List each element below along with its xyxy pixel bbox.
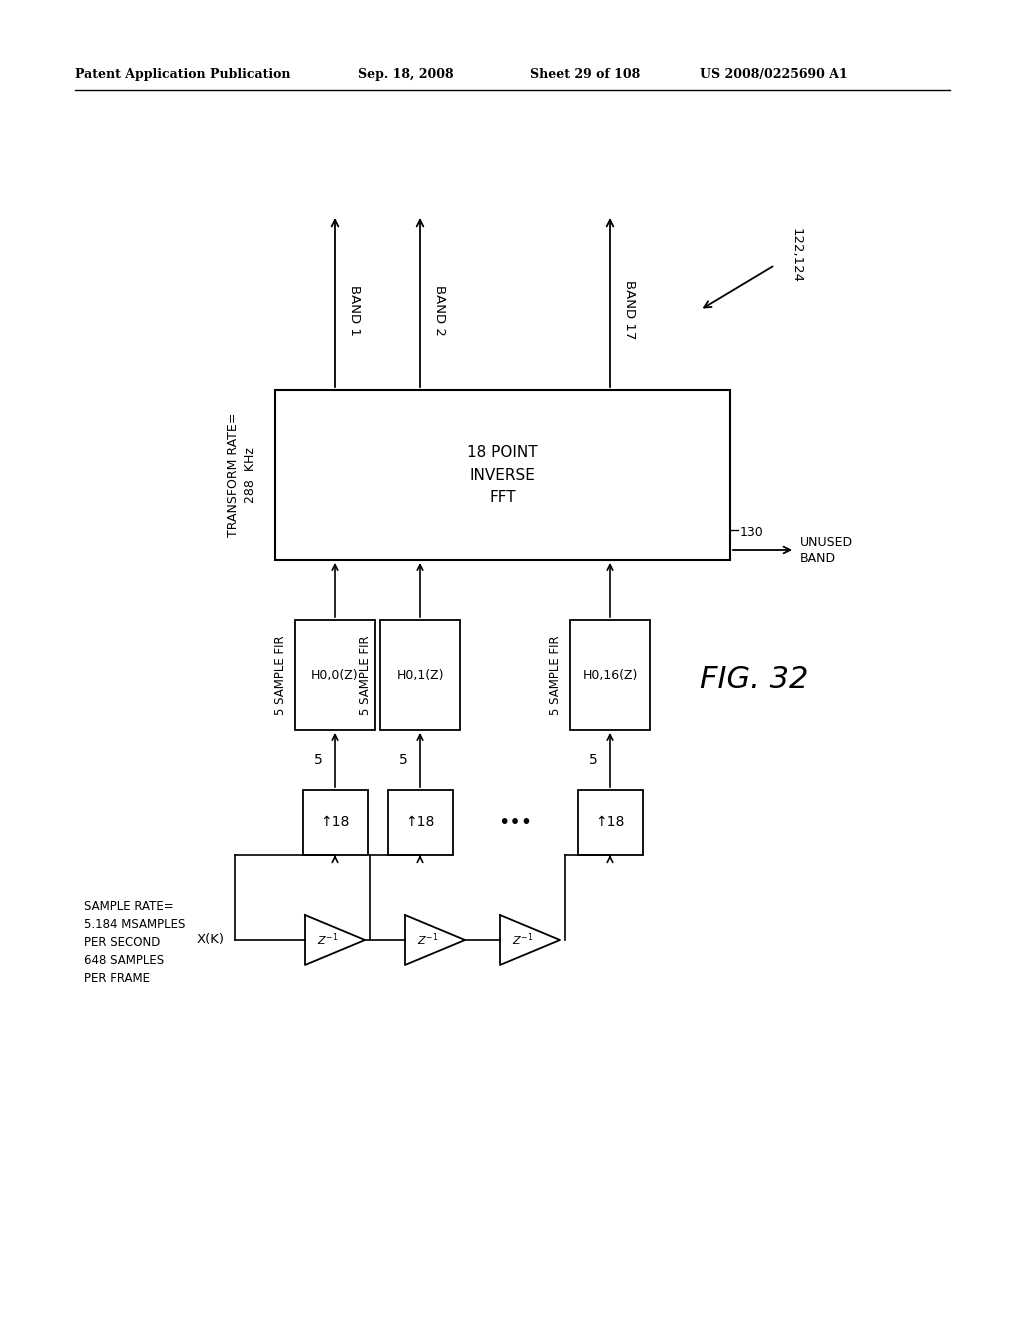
Text: ↑18: ↑18 — [595, 816, 625, 829]
Text: 5: 5 — [399, 752, 408, 767]
Text: BAND 1: BAND 1 — [348, 285, 361, 335]
Text: ↑18: ↑18 — [321, 816, 349, 829]
Text: 5 SAMPLE FIR: 5 SAMPLE FIR — [274, 635, 287, 715]
Text: BAND 2: BAND 2 — [433, 285, 446, 335]
Text: $Z^{-1}$: $Z^{-1}$ — [512, 932, 534, 948]
Text: ↑18: ↑18 — [406, 816, 434, 829]
Text: H0,0(Z): H0,0(Z) — [311, 668, 358, 681]
Bar — [578, 789, 642, 855]
Text: 130: 130 — [740, 525, 764, 539]
Text: Sep. 18, 2008: Sep. 18, 2008 — [358, 69, 454, 81]
Text: $Z^{-1}$: $Z^{-1}$ — [316, 932, 338, 948]
Text: 122,124: 122,124 — [790, 227, 803, 282]
Text: 5: 5 — [314, 752, 323, 767]
Text: 5 SAMPLE FIR: 5 SAMPLE FIR — [359, 635, 372, 715]
Bar — [380, 620, 460, 730]
Text: BAND 17: BAND 17 — [623, 280, 636, 339]
Text: FIG. 32: FIG. 32 — [700, 665, 808, 694]
Text: •••: ••• — [498, 813, 532, 832]
Text: 18 POINT
INVERSE
FFT: 18 POINT INVERSE FFT — [467, 445, 538, 504]
Bar — [302, 789, 368, 855]
Bar — [275, 389, 730, 560]
Text: Patent Application Publication: Patent Application Publication — [75, 69, 291, 81]
Bar — [387, 789, 453, 855]
Text: 5 SAMPLE FIR: 5 SAMPLE FIR — [549, 635, 562, 715]
Text: H0,16(Z): H0,16(Z) — [583, 668, 638, 681]
Text: Sheet 29 of 108: Sheet 29 of 108 — [530, 69, 640, 81]
Bar — [295, 620, 375, 730]
Text: H0,1(Z): H0,1(Z) — [396, 668, 443, 681]
Text: TRANSFORM RATE=
288  KHz: TRANSFORM RATE= 288 KHz — [227, 413, 257, 537]
Bar — [570, 620, 650, 730]
Text: UNUSED
BAND: UNUSED BAND — [800, 536, 853, 565]
Text: X(K): X(K) — [197, 933, 225, 946]
Text: SAMPLE RATE=
5.184 MSAMPLES
PER SECOND
648 SAMPLES
PER FRAME: SAMPLE RATE= 5.184 MSAMPLES PER SECOND 6… — [84, 900, 185, 985]
Text: $Z^{-1}$: $Z^{-1}$ — [417, 932, 438, 948]
Text: 5: 5 — [589, 752, 598, 767]
Text: US 2008/0225690 A1: US 2008/0225690 A1 — [700, 69, 848, 81]
